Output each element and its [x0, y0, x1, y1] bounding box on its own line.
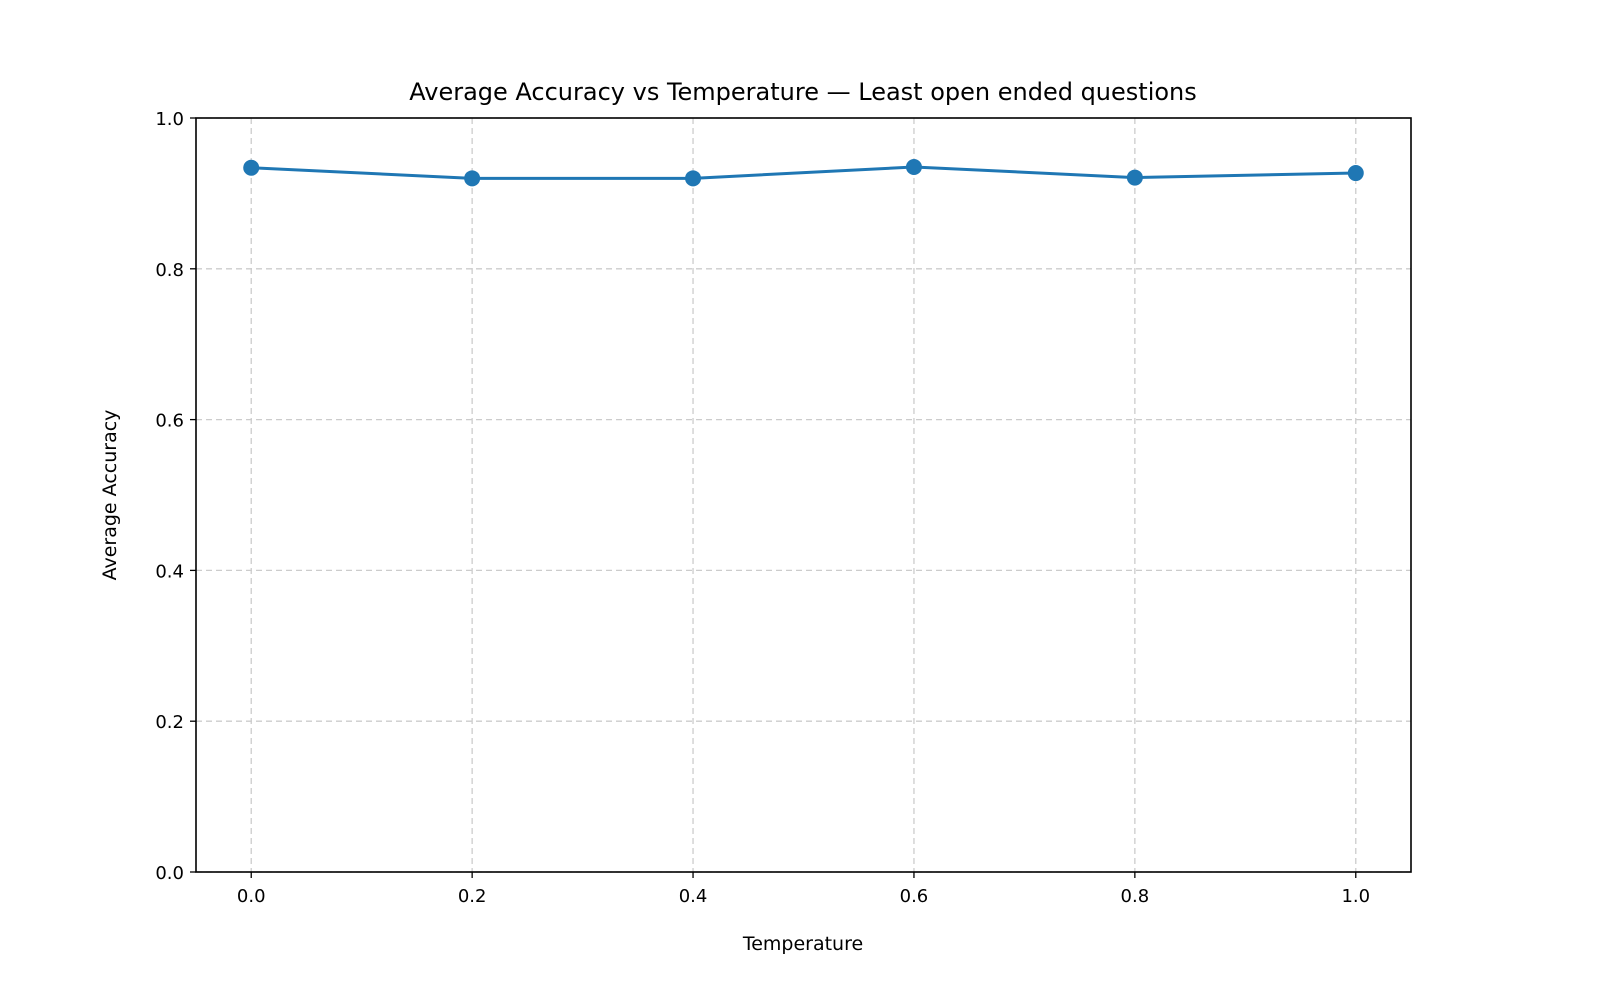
data-point-marker — [685, 170, 702, 187]
y-tick-label: 1.0 — [155, 109, 184, 130]
series-line — [251, 165, 1356, 180]
data-point-marker — [1347, 165, 1364, 182]
y-axis-label: Average Accuracy — [99, 410, 121, 581]
x-tick-label: 1.0 — [1341, 886, 1370, 907]
x-tick-label: 0.8 — [1121, 886, 1150, 907]
y-tick-label: 0.0 — [155, 863, 184, 884]
axis-ticks: 0.0 0.2 0.4 0.6 0.8 1.0 0.0 0.2 0.4 0.6 0.8 1.0 — [155, 109, 1370, 907]
chart-title: Average Accuracy vs Temperature — Least … — [409, 78, 1197, 106]
y-tick-label: 0.6 — [155, 411, 184, 432]
x-tick-label: 0.2 — [458, 886, 487, 907]
grid-lines — [196, 117, 1411, 873]
x-tick-label: 0.4 — [679, 886, 708, 907]
data-point-marker — [1126, 169, 1143, 186]
y-tick-label: 0.4 — [155, 561, 184, 582]
x-tick-label: 0.0 — [237, 886, 266, 907]
data-point-marker — [464, 170, 481, 187]
data-series — [243, 159, 1364, 187]
y-tick-label: 0.2 — [155, 712, 184, 733]
x-axis-label: Temperature — [742, 933, 863, 955]
y-tick-label: 0.8 — [155, 260, 184, 281]
plot-frame — [195, 117, 1412, 873]
x-tick-label: 0.6 — [900, 886, 929, 907]
data-point-marker — [243, 159, 260, 176]
data-point-marker — [905, 159, 922, 176]
